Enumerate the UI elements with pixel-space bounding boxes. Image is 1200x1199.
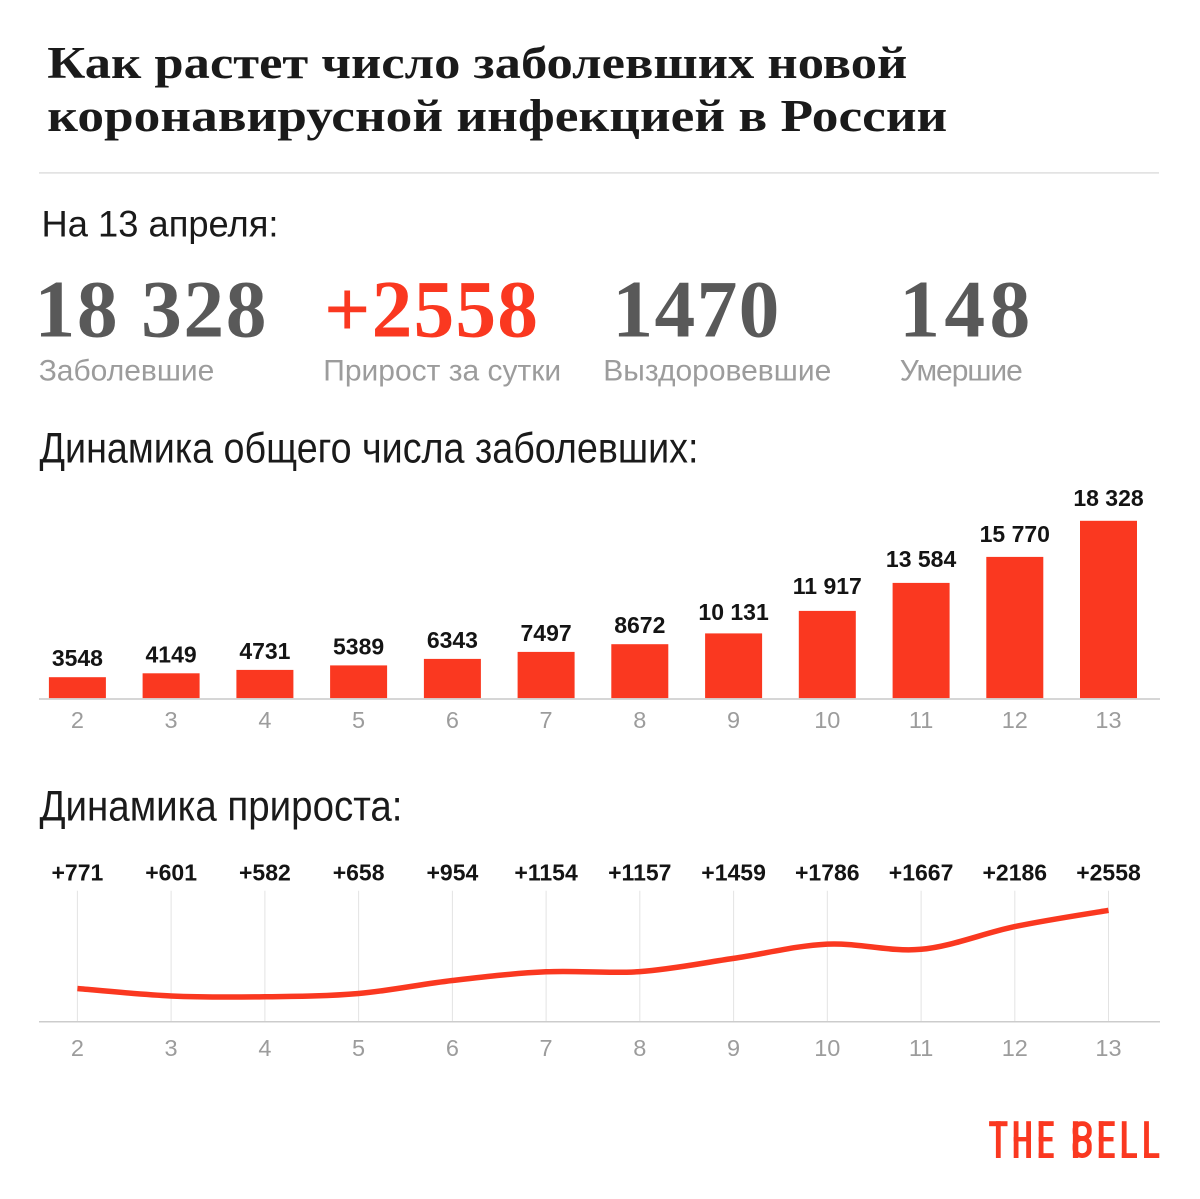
svg-text:Заболевшие: Заболевшие xyxy=(39,354,215,387)
svg-text:Умершие: Умершие xyxy=(900,354,1023,387)
svg-text:15 770: 15 770 xyxy=(980,521,1050,547)
svg-text:Выздоровевшие: Выздоровевшие xyxy=(603,354,831,387)
svg-text:5: 5 xyxy=(352,1035,365,1061)
svg-text:+1459: +1459 xyxy=(701,859,766,885)
svg-text:+2558: +2558 xyxy=(1076,859,1141,885)
svg-text:9: 9 xyxy=(727,707,740,733)
svg-text:Прирост за сутки: Прирост за сутки xyxy=(323,354,561,387)
svg-text:8: 8 xyxy=(633,1035,646,1061)
svg-text:коронавирусной инфекцией в Рос: коронавирусной инфекцией в России xyxy=(47,91,947,141)
svg-text:2: 2 xyxy=(71,1035,84,1061)
svg-text:6: 6 xyxy=(446,1035,459,1061)
svg-text:13 584: 13 584 xyxy=(886,546,957,572)
svg-text:4731: 4731 xyxy=(239,638,290,664)
svg-text:18 328: 18 328 xyxy=(35,264,267,355)
svg-text:18 328: 18 328 xyxy=(1073,485,1144,511)
svg-text:13: 13 xyxy=(1095,707,1121,733)
svg-text:На 13 апреля:: На 13 апреля: xyxy=(42,204,279,245)
svg-text:+1667: +1667 xyxy=(889,859,954,885)
svg-text:+954: +954 xyxy=(426,859,478,885)
svg-text:+658: +658 xyxy=(333,859,385,885)
svg-text:+1786: +1786 xyxy=(795,859,860,885)
svg-text:7497: 7497 xyxy=(521,620,572,646)
svg-text:12: 12 xyxy=(1002,1035,1028,1061)
svg-text:8672: 8672 xyxy=(614,612,665,638)
svg-text:2: 2 xyxy=(71,707,84,733)
svg-text:+582: +582 xyxy=(239,859,291,885)
svg-text:10: 10 xyxy=(814,1035,840,1061)
svg-text:+601: +601 xyxy=(145,859,197,885)
svg-text:Как растет число заболевших но: Как растет число заболевших новой xyxy=(47,38,907,88)
svg-text:3: 3 xyxy=(165,1035,178,1061)
svg-text:8: 8 xyxy=(633,707,646,733)
svg-text:11 917: 11 917 xyxy=(793,573,862,599)
svg-text:3: 3 xyxy=(165,707,178,733)
svg-text:7: 7 xyxy=(540,707,553,733)
svg-text:+2186: +2186 xyxy=(982,859,1047,885)
svg-text:4149: 4149 xyxy=(146,641,197,667)
svg-text:+1157: +1157 xyxy=(608,859,671,885)
svg-text:13: 13 xyxy=(1095,1035,1121,1061)
svg-text:3548: 3548 xyxy=(52,645,103,671)
svg-text:Динамика общего числа заболевш: Динамика общего числа заболевших: xyxy=(40,425,699,473)
svg-text:+1154: +1154 xyxy=(514,859,578,885)
svg-text:11: 11 xyxy=(909,707,933,733)
svg-text:7: 7 xyxy=(540,1035,553,1061)
svg-text:12: 12 xyxy=(1002,707,1028,733)
svg-text:4: 4 xyxy=(258,1035,271,1061)
svg-text:5389: 5389 xyxy=(333,633,384,659)
svg-text:+2558: +2558 xyxy=(324,264,538,355)
svg-text:10 131: 10 131 xyxy=(698,599,769,625)
svg-text:4: 4 xyxy=(258,707,271,733)
svg-text:6343: 6343 xyxy=(427,627,478,653)
svg-text:1470: 1470 xyxy=(612,264,779,355)
svg-text:Динамика прироста:: Динамика прироста: xyxy=(40,783,403,831)
svg-text:+771: +771 xyxy=(51,859,103,885)
svg-text:11: 11 xyxy=(909,1035,933,1061)
svg-text:10: 10 xyxy=(814,707,840,733)
svg-text:9: 9 xyxy=(727,1035,740,1061)
svg-text:5: 5 xyxy=(352,707,365,733)
svg-text:6: 6 xyxy=(446,707,459,733)
svg-text:148: 148 xyxy=(899,264,1030,355)
